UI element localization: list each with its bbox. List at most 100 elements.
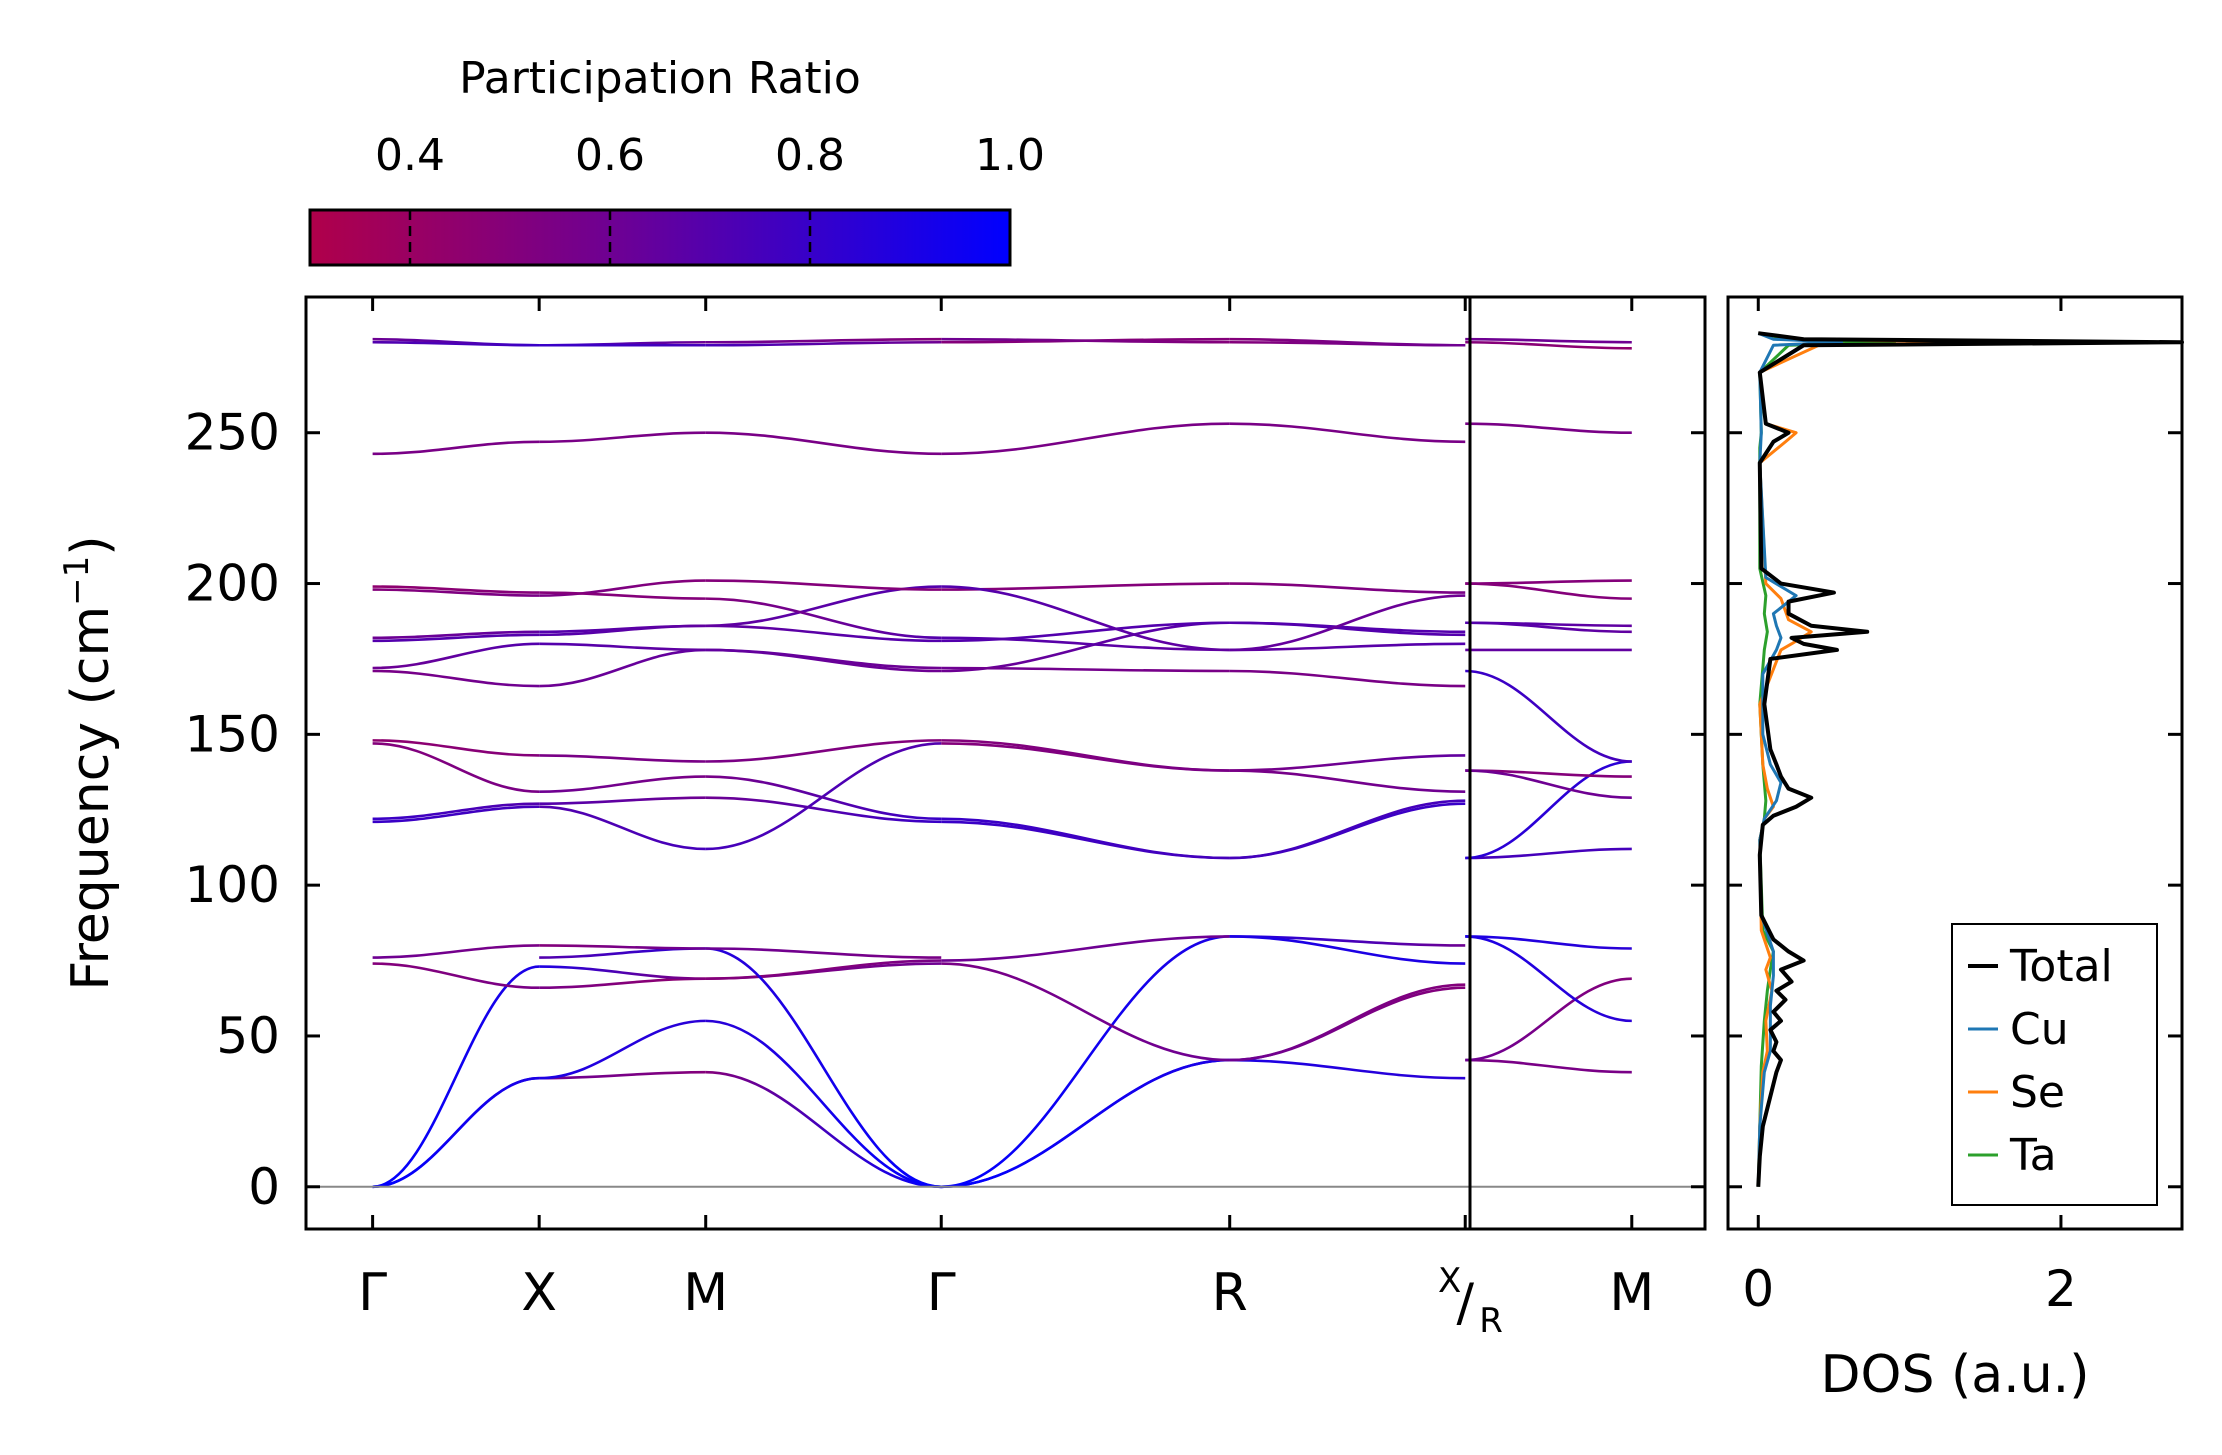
phonon-band-Gamma-R (941, 621, 1230, 643)
phonon-band-R-X (1229, 621, 1466, 637)
dos-lines (1756, 331, 2184, 1187)
phonon-band-M-Gamma (705, 1019, 942, 1189)
phonon-band-M-Gamma (705, 796, 942, 824)
ylabel-superscript: −1 (57, 556, 97, 606)
phonon-band-X-M (539, 944, 706, 950)
phonon-band-R-X (1229, 754, 1466, 772)
phonon-band-Gamma-X (372, 440, 540, 456)
phonon-band-R-X (1229, 594, 1466, 652)
phonon-band-Gamma-R (941, 636, 1230, 652)
kpoint-label-sub: R (1479, 1301, 1503, 1341)
dos-series-cu (1756, 331, 1843, 1187)
kpoint-label: M (683, 1263, 728, 1323)
phonon-band-R-M (1465, 1058, 1632, 1074)
phonon-band-Gamma-R (941, 962, 1230, 1062)
phonon-band-M-Gamma (705, 340, 942, 347)
phonon-band-Gamma-R (941, 1058, 1230, 1189)
dos-tick-label: 0 (1742, 1260, 1774, 1318)
phonon-band-X-M (539, 977, 706, 990)
phonon-band-R-M (1465, 582, 1632, 600)
phonon-band-M-Gamma (705, 739, 942, 763)
frequency-ticks: 0 50 100 150 200 250 (185, 404, 1705, 1216)
phonon-band-X-M (539, 648, 706, 688)
phonon-band-R-X (1229, 422, 1466, 444)
dos-tick-label: 2 (2045, 1260, 2077, 1318)
phonon-band-Gamma-X (372, 642, 540, 670)
phonon-band-X-M (539, 579, 706, 597)
phonon-band-M-Gamma (705, 585, 942, 628)
phonon-band-M-Gamma (705, 648, 942, 670)
phonon-band-X-M (539, 591, 706, 600)
phonon-band-Gamma-X (372, 805, 540, 824)
phonon-band-Gamma-X (372, 630, 540, 640)
colorbar-title: Participation Ratio (459, 53, 861, 104)
phonon-band-Gamma-R (941, 422, 1230, 456)
phonon-band-M-Gamma (705, 624, 942, 643)
colorbar-ticks: 0.4 0.6 0.8 1.0 (375, 130, 1045, 265)
phonon-band-R-X (1229, 935, 1466, 965)
kpoint-label: R (1212, 1263, 1248, 1323)
band-axes-frame (304, 295, 1707, 1231)
phonon-band-X-M (539, 947, 706, 959)
colorbar-gradient (308, 208, 1012, 267)
frequency-tick-label: 250 (185, 404, 280, 462)
kpoint-label-sup: X (1438, 1261, 1461, 1301)
ylabel-main: Frequency (cm (61, 606, 121, 991)
phonon-band-R-M (1465, 337, 1632, 344)
ylabel-close: ) (61, 535, 121, 555)
legend-label-se: Se (2010, 1067, 2065, 1118)
phonon-band-R-X (1229, 669, 1466, 688)
phonon-band-Gamma-R (941, 337, 1230, 344)
phonon-band-Gamma-R (941, 739, 1230, 772)
frequency-tick-label: 200 (185, 555, 280, 613)
phonon-band-X-M (539, 805, 706, 851)
phonon-band-R-X (1229, 769, 1466, 793)
phonon-band-R-M (1465, 669, 1632, 763)
phonon-band-Gamma-R (941, 817, 1230, 860)
kpoint-label-slash: / (1456, 1273, 1474, 1333)
dos-series-total (1756, 331, 2184, 1187)
dos-axis-label: DOS (a.u.) (1821, 1345, 2090, 1405)
phonon-band-R-X (1229, 802, 1466, 860)
phonon-band-R-M (1465, 760, 1632, 860)
kpoint-label: Γ (927, 1263, 956, 1323)
kpoint-label: M (1609, 1263, 1654, 1323)
phonon-band-M-Gamma (705, 947, 942, 1189)
legend-box (1951, 923, 2158, 1206)
colorbar-tick-label: 0.8 (775, 130, 845, 181)
phonon-band-Gamma-X (372, 802, 540, 821)
phonon-band-M-Gamma (705, 1070, 942, 1189)
frequency-tick-label: 150 (185, 705, 280, 763)
phonon-band-R-M (1465, 935, 1632, 950)
phonon-band-R-X (1229, 983, 1466, 1062)
phonon-band-M-Gamma (705, 962, 942, 980)
frequency-axis-label: Frequency (cm−1) (57, 535, 121, 990)
phonon-band-Gamma-R (941, 935, 1230, 1189)
phonon-band-X-M (539, 796, 706, 806)
phonon-band-Gamma-R (941, 935, 1230, 962)
frequency-tick-label: 100 (185, 856, 280, 914)
phonon-band-X-M (539, 1070, 706, 1080)
phonon-band-X-M (539, 624, 706, 634)
band-lines (372, 337, 1632, 1189)
phonon-band-M-Gamma (705, 597, 942, 640)
phonon-band-X-M (539, 1019, 706, 1080)
phonon-band-R-X (1229, 340, 1466, 347)
legend-label-ta: Ta (2009, 1130, 2057, 1181)
phonon-band-R-M (1465, 621, 1632, 634)
phonon-band-Gamma-X (372, 944, 540, 959)
phonon-band-M-Gamma (705, 337, 942, 344)
phonon-band-X-M (539, 642, 706, 652)
kpoint-label: Γ (358, 1263, 387, 1323)
phonon-band-Gamma-X (372, 965, 540, 1189)
phonon-band-R-M (1465, 769, 1632, 799)
legend-items: Total Cu Se Ta (1968, 941, 2113, 1181)
phonon-band-Gamma-X (372, 962, 540, 990)
phonon-band-Gamma-X (372, 633, 540, 643)
dos-axes-frame (1726, 295, 2184, 1231)
phonon-band-R-M (1465, 847, 1632, 860)
